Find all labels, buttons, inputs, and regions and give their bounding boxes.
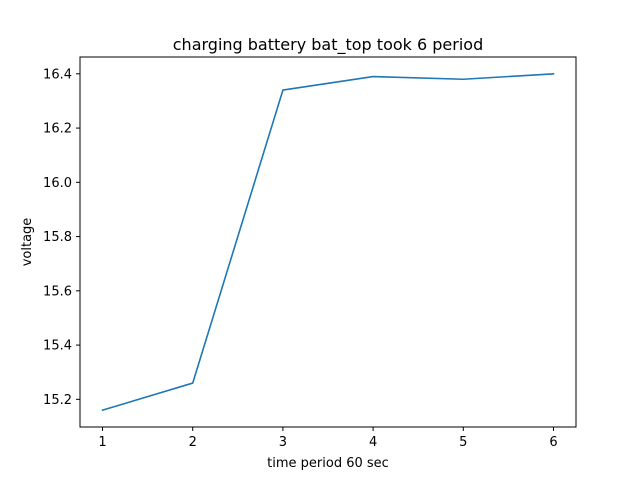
y-tick-label: 15.4 [43, 339, 72, 354]
plot-frame [79, 56, 577, 428]
x-axis-label: time period 60 sec [267, 456, 389, 471]
y-axis-label: voltage [20, 218, 35, 267]
y-axis-ticks: 15.2 15.4 15.6 15.8 16.0 16.2 16.4 [43, 67, 80, 408]
x-tick-label: 6 [549, 435, 557, 450]
y-tick-label: 16.0 [43, 176, 72, 191]
plot-area [79, 56, 577, 428]
chart-title: charging battery bat_top took 6 period [173, 35, 483, 55]
y-tick-label: 15.6 [43, 284, 72, 299]
x-tick-label: 1 [98, 435, 106, 450]
x-axis-ticks: 1 2 3 4 5 6 [98, 427, 558, 450]
y-tick-label: 16.4 [43, 67, 72, 82]
x-tick-label: 5 [459, 435, 467, 450]
y-tick-label: 15.8 [43, 230, 72, 245]
x-tick-label: 2 [189, 435, 197, 450]
series-line-0 [101, 72, 555, 412]
y-tick-label: 16.2 [43, 122, 72, 137]
y-tick-label: 15.2 [43, 393, 72, 408]
x-tick-label: 4 [369, 435, 377, 450]
x-tick-label: 3 [279, 435, 287, 450]
